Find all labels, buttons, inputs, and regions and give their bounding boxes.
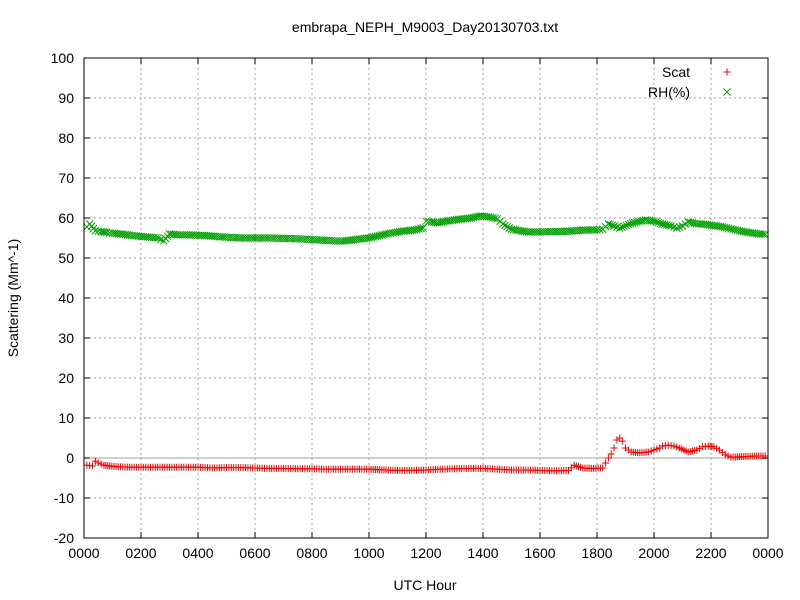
x-tick-label: 1400 <box>467 545 498 561</box>
data-point <box>607 450 615 458</box>
data-point <box>602 459 610 467</box>
y-tick-label: 50 <box>58 250 74 266</box>
series-rh <box>82 212 770 246</box>
x-tick-label: 0800 <box>296 545 327 561</box>
data-point <box>610 222 618 230</box>
data-point <box>665 221 673 230</box>
y-tick-label: 30 <box>58 330 74 346</box>
data-point <box>710 443 718 451</box>
data-point <box>673 443 681 451</box>
data-point <box>650 446 658 454</box>
data-point <box>599 464 607 472</box>
data-point <box>626 219 635 228</box>
legend-marker <box>723 88 731 96</box>
data-point <box>503 222 512 231</box>
series-layer <box>82 212 770 475</box>
y-tick-label: 0 <box>66 450 74 466</box>
data-point <box>724 452 732 460</box>
data-point <box>713 444 721 452</box>
x-tick-label: 0600 <box>239 545 270 561</box>
x-tick-label: 2200 <box>695 545 726 561</box>
y-tick-label: 100 <box>51 50 75 66</box>
data-point <box>667 222 675 230</box>
legend: Scat RH(%) <box>648 64 731 100</box>
data-point <box>624 220 633 229</box>
data-point <box>647 447 655 455</box>
data-point <box>759 230 767 239</box>
data-point <box>615 224 624 232</box>
legend-label: Scat <box>662 64 690 80</box>
y-axis: -20 -10 0 10 20 30 40 50 60 70 80 90 100 <box>51 50 768 546</box>
x-tick-label: 0000 <box>752 545 783 561</box>
data-point <box>644 448 652 456</box>
data-point <box>650 217 658 226</box>
y-axis-label: Scattering (Mm^-1) <box>5 239 21 358</box>
y-tick-label: 40 <box>58 290 74 306</box>
chart-title: embrapa_NEPH_M9003_Day20130703.txt <box>292 19 558 35</box>
y-tick-label: 80 <box>58 130 74 146</box>
data-point <box>499 220 507 228</box>
data-point <box>628 219 637 228</box>
data-point <box>419 224 428 232</box>
y-tick-label: -20 <box>54 530 74 546</box>
data-point <box>721 451 729 459</box>
data-point <box>89 462 97 470</box>
data-point <box>675 223 684 231</box>
data-point <box>152 233 160 242</box>
x-tick-label: 0200 <box>125 545 156 561</box>
data-point <box>670 223 678 231</box>
y-tick-label: 90 <box>58 90 74 106</box>
data-point <box>696 444 704 452</box>
x-tick-label: 1800 <box>581 545 612 561</box>
x-axis-label: UTC Hour <box>393 577 456 593</box>
data-point <box>604 454 612 462</box>
data-point <box>654 218 663 227</box>
series-scat <box>83 434 769 475</box>
data-point <box>622 221 631 230</box>
legend-marker <box>723 68 731 76</box>
data-point <box>672 224 681 232</box>
data-point <box>761 230 770 239</box>
data-point <box>652 218 660 226</box>
data-point <box>91 457 99 465</box>
x-tick-label: 2000 <box>638 545 669 561</box>
data-point <box>595 225 604 234</box>
data-point <box>619 437 627 445</box>
x-axis: 0000 0200 0400 0600 0800 1000 1200 1400 1600 1800… <box>68 58 784 561</box>
y-tick-label: 60 <box>58 210 74 226</box>
data-point <box>620 222 628 231</box>
data-point <box>97 460 105 468</box>
data-point <box>491 214 499 223</box>
data-point <box>505 224 514 232</box>
y-tick-label: 20 <box>58 370 74 386</box>
legend-label: RH(%) <box>648 84 690 100</box>
y-tick-label: 10 <box>58 410 74 426</box>
data-point <box>670 442 678 450</box>
data-point <box>417 224 425 233</box>
data-point <box>630 218 639 227</box>
y-tick-label: -10 <box>54 490 74 506</box>
x-tick-label: 1000 <box>353 545 384 561</box>
data-point <box>618 223 626 231</box>
data-point <box>693 446 701 454</box>
x-tick-label: 0400 <box>182 545 213 561</box>
data-point <box>616 434 624 442</box>
x-tick-label: 1600 <box>524 545 555 561</box>
data-point <box>653 445 661 453</box>
data-point <box>608 221 617 230</box>
data-point <box>610 444 618 452</box>
x-tick-label: 0000 <box>68 545 99 561</box>
data-point <box>94 459 102 467</box>
x-tick-label: 1200 <box>410 545 441 561</box>
data-point <box>501 221 509 230</box>
data-point <box>656 219 665 228</box>
y-tick-label: 70 <box>58 170 74 186</box>
